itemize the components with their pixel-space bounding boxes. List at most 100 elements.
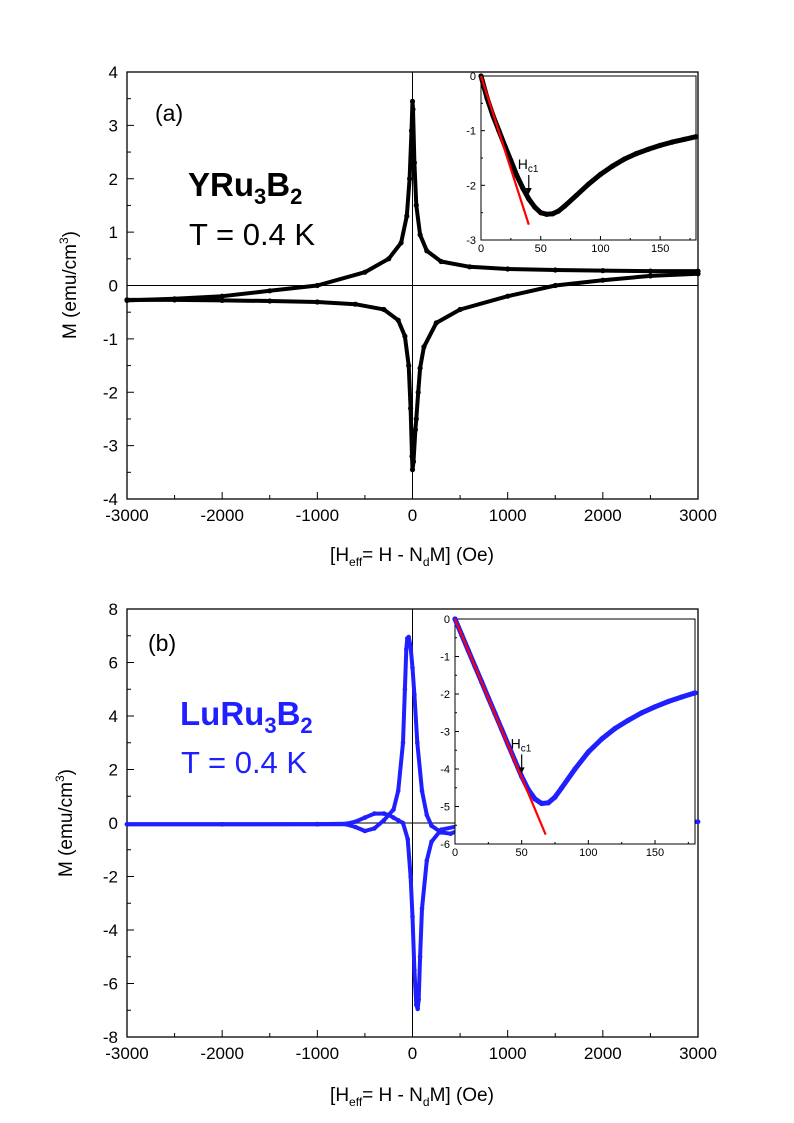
inset-y-tick-label: 0 xyxy=(444,614,450,626)
hc1-arrow-head xyxy=(525,188,532,194)
data-point xyxy=(362,828,368,834)
data-point xyxy=(315,821,320,827)
data-point xyxy=(391,815,396,820)
x-tick-label: 1000 xyxy=(489,1044,527,1063)
inset-data-point xyxy=(538,210,544,216)
x-tick-label: -1000 xyxy=(296,506,339,525)
inset-x-tick-label: 100 xyxy=(579,847,597,859)
data-point xyxy=(172,297,178,303)
y-tick-label: 3 xyxy=(109,116,118,135)
data-point xyxy=(505,266,511,272)
y-tick-label: 4 xyxy=(109,707,118,726)
data-point xyxy=(415,1006,421,1012)
inset-y-tick-label: -2 xyxy=(440,689,450,701)
x-tick-label: 2000 xyxy=(584,1044,622,1063)
x-axis-label: [Heff= H - NdM] (Oe) xyxy=(330,1085,494,1109)
inset-data-point xyxy=(572,766,578,772)
data-point xyxy=(372,811,377,816)
y-tick-label: 0 xyxy=(109,277,118,296)
data-point xyxy=(408,874,413,879)
data-point xyxy=(400,740,406,746)
inset-linear-fit xyxy=(479,75,530,226)
data-point xyxy=(424,248,430,254)
x-tick-label: -3000 xyxy=(105,506,148,525)
data-point xyxy=(381,306,387,313)
y-tick-label: -4 xyxy=(103,490,118,509)
data-point xyxy=(412,967,417,973)
data-point xyxy=(408,128,415,134)
y-tick-label: -6 xyxy=(103,975,118,994)
inset-data-point xyxy=(599,736,605,742)
y-axis-label: M (emu/cm3) xyxy=(53,769,77,877)
data-point xyxy=(647,273,654,279)
data-point xyxy=(395,317,401,323)
panel-label: (b) xyxy=(148,630,176,656)
data-point xyxy=(412,427,418,433)
temperature-label: T = 0.4 K xyxy=(181,745,307,780)
data-point xyxy=(600,268,606,274)
data-point xyxy=(343,821,349,827)
hc1-arrow-head xyxy=(518,767,525,774)
data-point xyxy=(410,665,415,671)
data-point xyxy=(405,836,411,842)
data-point xyxy=(267,288,273,294)
x-tick-label: 3000 xyxy=(679,1044,717,1063)
data-point xyxy=(219,293,225,299)
data-point xyxy=(419,788,425,794)
inset-data-point xyxy=(639,710,645,716)
data-point xyxy=(406,363,412,369)
inset-data-point xyxy=(679,694,685,700)
inset-y-tick-label: -6 xyxy=(440,839,450,851)
y-tick-label: 2 xyxy=(109,761,118,780)
inset-x-tick-label: 50 xyxy=(535,243,547,255)
data-point xyxy=(398,240,404,246)
x-tick-label: -1000 xyxy=(296,1044,339,1063)
data-point xyxy=(372,826,377,831)
inset-data-point xyxy=(633,151,639,157)
y-tick-label: -3 xyxy=(103,437,118,456)
inset-y-tick-label: -1 xyxy=(440,652,450,664)
series-line-decreasing xyxy=(125,99,700,303)
data-point xyxy=(429,839,434,844)
inset-data-point xyxy=(526,196,532,202)
data-point xyxy=(438,827,444,832)
data-point xyxy=(381,811,387,816)
inset-data-point xyxy=(669,139,675,145)
inset-y-tick-label: -4 xyxy=(440,764,450,776)
inset-data-point xyxy=(556,208,562,214)
data-point xyxy=(381,818,387,823)
inset-y-tick-label: -5 xyxy=(440,802,450,814)
data-point xyxy=(402,333,408,339)
inset-x-tick-label: 150 xyxy=(646,847,664,859)
inset-data-point xyxy=(544,211,550,217)
data-point xyxy=(419,906,425,911)
data-point xyxy=(416,997,422,1002)
data-point xyxy=(391,807,396,812)
data-point xyxy=(314,299,320,305)
data-point xyxy=(505,293,511,299)
y-tick-label: 4 xyxy=(109,63,118,82)
data-point xyxy=(402,687,408,692)
data-point xyxy=(410,106,416,112)
data-point xyxy=(647,268,654,274)
x-tick-label: -2000 xyxy=(200,506,243,525)
inset-y-tick-label: -1 xyxy=(466,126,476,138)
data-point xyxy=(386,256,392,262)
data-point xyxy=(424,812,430,818)
panel-label: (a) xyxy=(155,100,183,126)
hc1-label: Hc1 xyxy=(511,735,532,754)
x-tick-label: 2000 xyxy=(584,506,622,525)
inset-data-point xyxy=(665,698,671,705)
inset-x-tick-label: 150 xyxy=(651,243,669,255)
inset-data-point xyxy=(693,134,699,140)
data-point xyxy=(695,819,701,824)
data-point xyxy=(409,98,416,104)
x-tick-label: -2000 xyxy=(200,1044,243,1063)
inset-data-point xyxy=(621,156,627,162)
data-point xyxy=(695,271,701,277)
inset-data-point xyxy=(692,690,698,696)
inset-data-point xyxy=(562,203,568,209)
y-tick-label: -1 xyxy=(103,330,118,349)
inset-y-tick-label: -3 xyxy=(440,727,450,739)
